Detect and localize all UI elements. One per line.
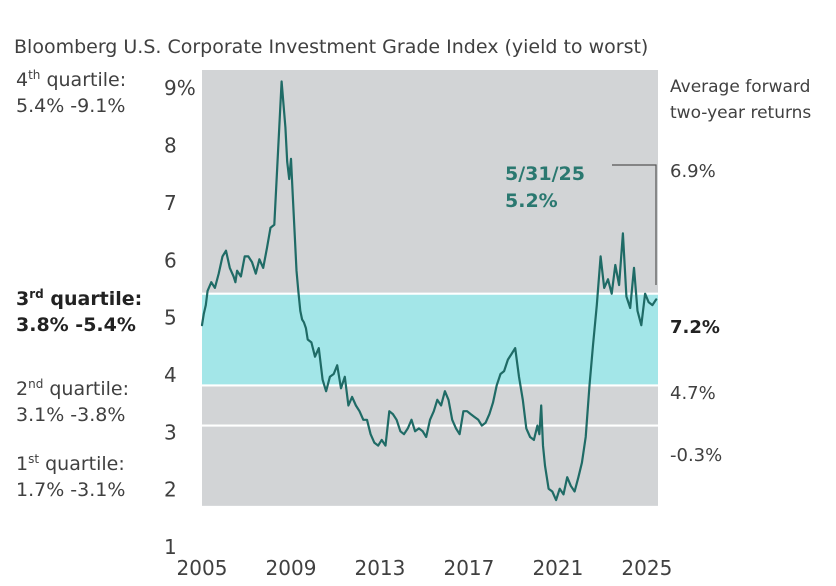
- quartile-label-1: 1st quartile:: [16, 452, 125, 475]
- band-3: [202, 293, 658, 386]
- x-axis-ticks: 2005 2009 2013 2017 2021 2025: [177, 556, 673, 580]
- latest-annotation: 5/31/25 5.2%: [505, 163, 657, 285]
- x-tick-label: 2005: [177, 556, 228, 580]
- y-tick-label: 9%: [164, 76, 196, 100]
- y-tick-label: 7: [164, 191, 177, 215]
- series-line-1: [200, 80, 658, 502]
- band-separators: [202, 292, 658, 427]
- forward-return-4: 6.9%: [670, 161, 716, 182]
- y-tick-label: 2: [164, 478, 177, 502]
- quartile-range-3: 3.8% -5.4%: [16, 314, 136, 336]
- y-tick-label: 1: [164, 535, 177, 559]
- series-layer: [200, 80, 658, 502]
- y-tick-label: 8: [164, 134, 177, 158]
- x-tick-label: 2017: [443, 556, 494, 580]
- quartile-range-2: 3.1% -3.8%: [16, 404, 125, 426]
- returns-header-line2: two-year returns: [670, 103, 811, 123]
- y-axis-ticks: 9% 8 7 6 5 4 3 2 1: [164, 76, 196, 559]
- forward-return-1: -0.3%: [670, 445, 722, 466]
- x-tick-label: 2009: [266, 556, 317, 580]
- forward-return-2: 4.7%: [670, 383, 716, 404]
- forward-returns: Average forward two-year returns -0.3% 4.…: [670, 77, 811, 466]
- y-tick-label: 3: [164, 420, 177, 444]
- quartile-range-4: 5.4% -9.1%: [16, 95, 125, 117]
- annotation-value: 5.2%: [505, 190, 558, 212]
- quartile-label-2: 2nd quartile:: [16, 377, 129, 400]
- chart-title: Bloomberg U.S. Corporate Investment Grad…: [14, 36, 648, 58]
- x-tick-label: 2021: [532, 556, 583, 580]
- y-tick-label: 4: [164, 363, 177, 387]
- x-tick-label: 2025: [621, 556, 672, 580]
- quartile-label-3: 3rd quartile:: [16, 287, 142, 310]
- y-tick-label: 6: [164, 248, 177, 272]
- annotation-leader: [612, 164, 657, 285]
- quartile-labels: 1st quartile: 1.7% -3.1% 2nd quartile: 3.1%…: [16, 68, 142, 501]
- y-tick-label: 5: [164, 306, 177, 330]
- quartile-range-1: 1.7% -3.1%: [16, 479, 125, 501]
- forward-return-3: 7.2%: [670, 317, 720, 338]
- band-1: [202, 425, 658, 506]
- band-4: [202, 70, 658, 294]
- annotation-date: 5/31/25: [505, 163, 585, 185]
- quartile-bands: [202, 70, 658, 506]
- quartile-label-4: 4th quartile:: [16, 68, 126, 91]
- x-tick-label: 2013: [354, 556, 405, 580]
- returns-header-line1: Average forward: [670, 77, 810, 97]
